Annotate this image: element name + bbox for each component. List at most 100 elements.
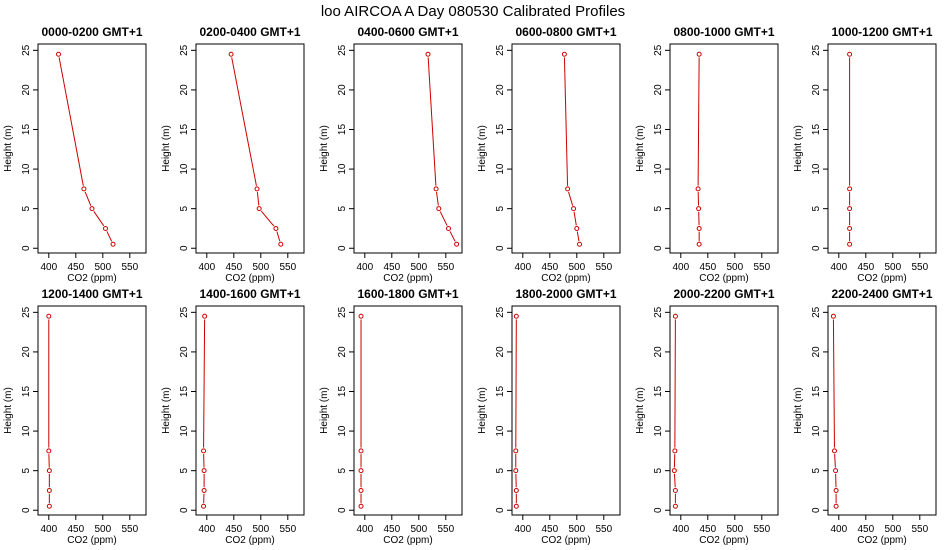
- y-tick-label: 25: [179, 306, 190, 318]
- x-tick-label: 450: [383, 524, 400, 535]
- data-point: [228, 51, 234, 57]
- y-tick-label: 10: [495, 163, 506, 175]
- y-tick-label: 5: [653, 205, 664, 211]
- profile-line-segment: [834, 454, 836, 468]
- profile-panel: 1200-1400 GMT+1 400 450 500 550 0 5 10 15 20 25 CO2…: [3, 287, 147, 546]
- data-point: [513, 448, 519, 454]
- y-tick-label: 20: [811, 84, 822, 96]
- profile-line-segment: [697, 57, 700, 186]
- data-point: [201, 448, 207, 454]
- panel-title: 0000-0200 GMT+1: [41, 25, 142, 39]
- y-tick-label: 15: [495, 124, 506, 136]
- plot-frame: [827, 305, 937, 516]
- panel-title: 1800-2000 GMT+1: [515, 287, 616, 301]
- data-point: [513, 468, 519, 474]
- profile-line-segment: [563, 57, 569, 186]
- x-tick-label: 400: [514, 262, 531, 273]
- x-tick-label: 500: [726, 262, 743, 273]
- x-tick-label: 450: [541, 524, 558, 535]
- x-tick-label: 450: [857, 262, 874, 273]
- x-tick-label: 500: [252, 262, 269, 273]
- data-point: [671, 468, 677, 474]
- y-tick-label: 20: [21, 84, 32, 96]
- y-tick-label: 15: [811, 124, 822, 136]
- data-point: [577, 241, 582, 247]
- data-point: [847, 206, 853, 212]
- y-axis-label: Height (m): [161, 125, 172, 172]
- y-tick-label: 20: [653, 84, 664, 96]
- data-point: [46, 313, 52, 319]
- x-tick-label: 450: [225, 524, 242, 535]
- panel-title: 0800-1000 GMT+1: [673, 25, 774, 39]
- plot-frame: [37, 305, 147, 516]
- profile-panel: 2200-2400 GMT+1 400 450 500 550 0 5 10 15 20 25 CO2…: [793, 287, 937, 546]
- panel-title: 0400-0600 GMT+1: [357, 25, 458, 39]
- x-tick-label: 400: [40, 262, 57, 273]
- panel-title: 1200-1400 GMT+1: [41, 287, 142, 301]
- data-point: [513, 487, 519, 493]
- y-axis-label: Height (m): [477, 387, 488, 434]
- y-tick-label: 25: [179, 44, 190, 56]
- x-tick-label: 400: [198, 524, 215, 535]
- y-tick-label: 5: [179, 205, 190, 211]
- x-axis-label: CO2 (ppm): [67, 535, 116, 546]
- y-tick-label: 5: [495, 467, 506, 473]
- data-point: [513, 503, 519, 509]
- data-point: [695, 186, 701, 192]
- data-point: [672, 313, 678, 319]
- y-tick-label: 25: [653, 44, 664, 56]
- x-tick-label: 500: [252, 524, 269, 535]
- y-tick-label: 10: [21, 163, 32, 175]
- x-axis-label: CO2 (ppm): [541, 535, 590, 546]
- x-axis-label: CO2 (ppm): [857, 273, 906, 284]
- y-tick-label: 10: [179, 163, 190, 175]
- x-axis-label: CO2 (ppm): [383, 535, 432, 546]
- data-point: [254, 186, 260, 192]
- x-tick-label: 400: [356, 524, 373, 535]
- y-tick-label: 20: [495, 84, 506, 96]
- data-point: [833, 468, 839, 474]
- x-tick-label: 500: [94, 262, 111, 273]
- data-point: [830, 313, 836, 319]
- data-point: [202, 313, 208, 319]
- y-axis-label: Height (m): [319, 387, 330, 434]
- data-point: [696, 225, 702, 231]
- x-tick-label: 500: [884, 524, 901, 535]
- profile-line-segment: [58, 57, 84, 186]
- profile-line-segment: [673, 473, 676, 488]
- data-point: [446, 225, 451, 231]
- x-tick-label: 500: [410, 524, 427, 535]
- data-point: [847, 225, 853, 231]
- x-tick-label: 500: [568, 524, 585, 535]
- panel-title: 2200-2400 GMT+1: [831, 287, 932, 301]
- data-point: [672, 448, 678, 454]
- profile-panel: 0800-1000 GMT+1 400 450 500 550 0 5 10 15 20 25 CO2…: [635, 25, 779, 284]
- x-tick-label: 450: [699, 262, 716, 273]
- y-tick-label: 0: [495, 507, 506, 513]
- data-point: [81, 186, 87, 192]
- y-tick-label: 15: [21, 386, 32, 398]
- data-point: [672, 487, 678, 493]
- y-tick-label: 15: [21, 124, 32, 136]
- x-tick-label: 550: [121, 524, 138, 535]
- x-tick-label: 550: [753, 262, 770, 273]
- y-tick-label: 20: [653, 346, 664, 358]
- profile-line-segment: [576, 231, 580, 242]
- y-axis-label: Height (m): [319, 125, 330, 172]
- profile-line-segment: [84, 191, 92, 206]
- y-tick-label: 20: [495, 346, 506, 358]
- x-axis-label: CO2 (ppm): [225, 273, 274, 284]
- x-tick-label: 450: [541, 262, 558, 273]
- y-tick-label: 10: [21, 425, 32, 437]
- y-tick-label: 10: [811, 425, 822, 437]
- y-tick-label: 5: [21, 467, 32, 473]
- y-tick-label: 0: [653, 245, 664, 251]
- profile-line-segment: [276, 231, 281, 242]
- profile-line-segment: [106, 231, 113, 242]
- data-point: [436, 206, 442, 212]
- x-tick-label: 500: [94, 524, 111, 535]
- y-tick-label: 15: [337, 124, 348, 136]
- y-tick-label: 25: [653, 306, 664, 318]
- data-point: [425, 51, 431, 57]
- data-point: [46, 503, 52, 509]
